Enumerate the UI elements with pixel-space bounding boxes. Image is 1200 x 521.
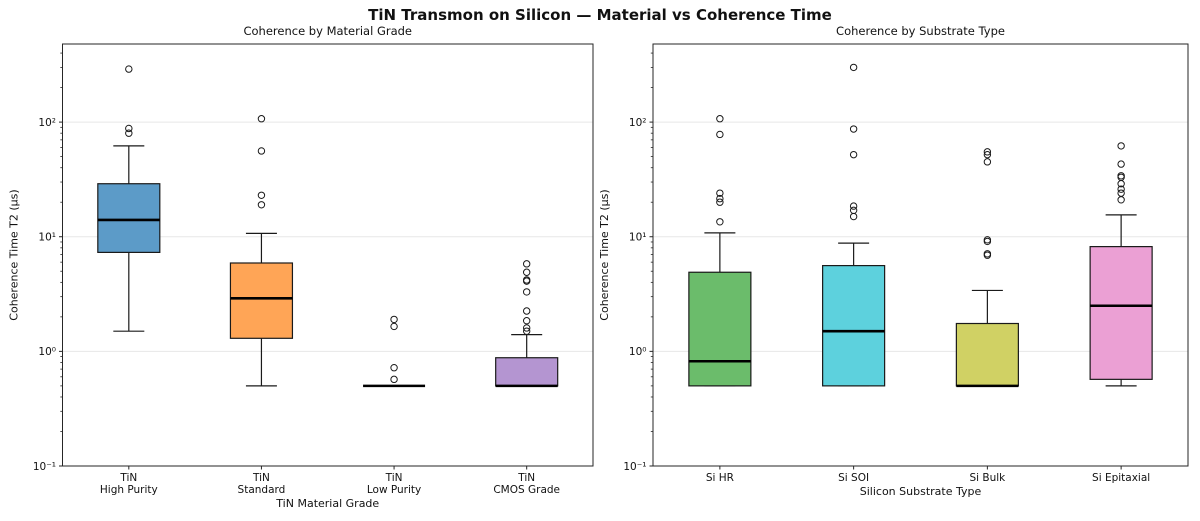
outlier-point (1117, 160, 1125, 168)
plot-frame (652, 43, 1189, 467)
outlier-point (522, 268, 531, 276)
x-tick-label: TiN Low Purity (367, 472, 421, 496)
outlier-point (125, 65, 133, 73)
x-tick-label: Si HR (706, 472, 734, 484)
outlier-point (849, 150, 858, 159)
box-3 (1089, 246, 1153, 380)
outlier-point (983, 250, 992, 258)
outlier-point (983, 236, 992, 244)
outlier-point (1117, 185, 1125, 193)
outlier-point (522, 324, 531, 332)
y-tick-label: 10⁰ (629, 346, 647, 358)
subplot-1: 10⁻¹ 10⁰ 10¹ 10² Si HR Si SOI Si Bulk Si Epitax… (598, 24, 1189, 498)
outlier-point (257, 147, 266, 155)
x-tick-label: TiN Standard (238, 472, 286, 496)
outlier-point (125, 129, 133, 137)
outlier-point (522, 307, 531, 315)
outlier-point (716, 218, 724, 226)
outlier-point (1117, 173, 1125, 181)
outlier-point (390, 375, 398, 384)
outlier-point (1117, 189, 1125, 197)
x-tick-label: TiN CMOS Grade (493, 472, 560, 496)
outlier-point (522, 327, 531, 335)
outlier-point (983, 148, 992, 156)
x-axis-label: Silicon Substrate Type (860, 485, 982, 498)
outlier-point (390, 364, 398, 372)
outlier-point (716, 194, 724, 203)
outlier-point (716, 189, 724, 197)
box-1 (822, 264, 886, 387)
outlier-point (716, 198, 724, 206)
outlier-point (1117, 196, 1125, 204)
x-tick-label: Si Epitaxial (1092, 472, 1150, 484)
outlier-point (849, 212, 858, 221)
plot-frame (62, 43, 594, 467)
box-0 (688, 271, 752, 387)
outlier-point (1117, 172, 1125, 180)
outlier-point (257, 201, 266, 209)
outlier-point (522, 317, 531, 325)
outlier-point (849, 206, 858, 215)
outlier-point (522, 276, 531, 284)
x-tick-label: Si Bulk (969, 472, 1006, 484)
outlier-point (716, 130, 724, 139)
outlier-point (522, 260, 531, 268)
y-tick-label: 10⁻¹ (623, 461, 646, 473)
x-tick-label: TiN High Purity (100, 472, 158, 496)
y-tick-label: 10² (38, 117, 56, 129)
outlier-point (390, 322, 398, 331)
y-tick-label: 10² (629, 117, 647, 129)
outlier-point (257, 115, 266, 123)
y-tick-label: 10¹ (38, 232, 56, 244)
outlier-point (983, 158, 992, 166)
y-tick-label: 10⁻¹ (33, 461, 56, 473)
x-tick-label: Si SOI (838, 472, 869, 484)
figure-title: TiN Transmon on Silicon — Material vs Co… (368, 6, 832, 24)
subplot-title: Coherence by Substrate Type (836, 24, 1005, 38)
y-tick-label: 10¹ (629, 232, 647, 244)
outlier-point (1117, 142, 1125, 150)
outlier-point (849, 63, 858, 72)
box-2 (955, 322, 1019, 387)
outlier-point (257, 191, 266, 199)
box-1 (229, 262, 294, 339)
outlier-point (983, 150, 992, 159)
y-axis-label: Coherence Time T2 (µs) (598, 189, 611, 320)
outlier-point (716, 115, 724, 123)
outlier-point (125, 124, 133, 133)
box-0 (97, 183, 161, 253)
box-3 (495, 357, 559, 387)
outlier-point (849, 125, 858, 133)
outlier-point (522, 288, 531, 296)
y-tick-label: 10⁰ (38, 346, 56, 358)
y-axis-label: Coherence Time T2 (µs) (8, 189, 21, 320)
x-axis-label: TiN Material Grade (275, 497, 379, 510)
outlier-point (849, 202, 858, 210)
subplot-title: Coherence by Material Grade (243, 24, 412, 38)
outlier-point (390, 315, 398, 324)
